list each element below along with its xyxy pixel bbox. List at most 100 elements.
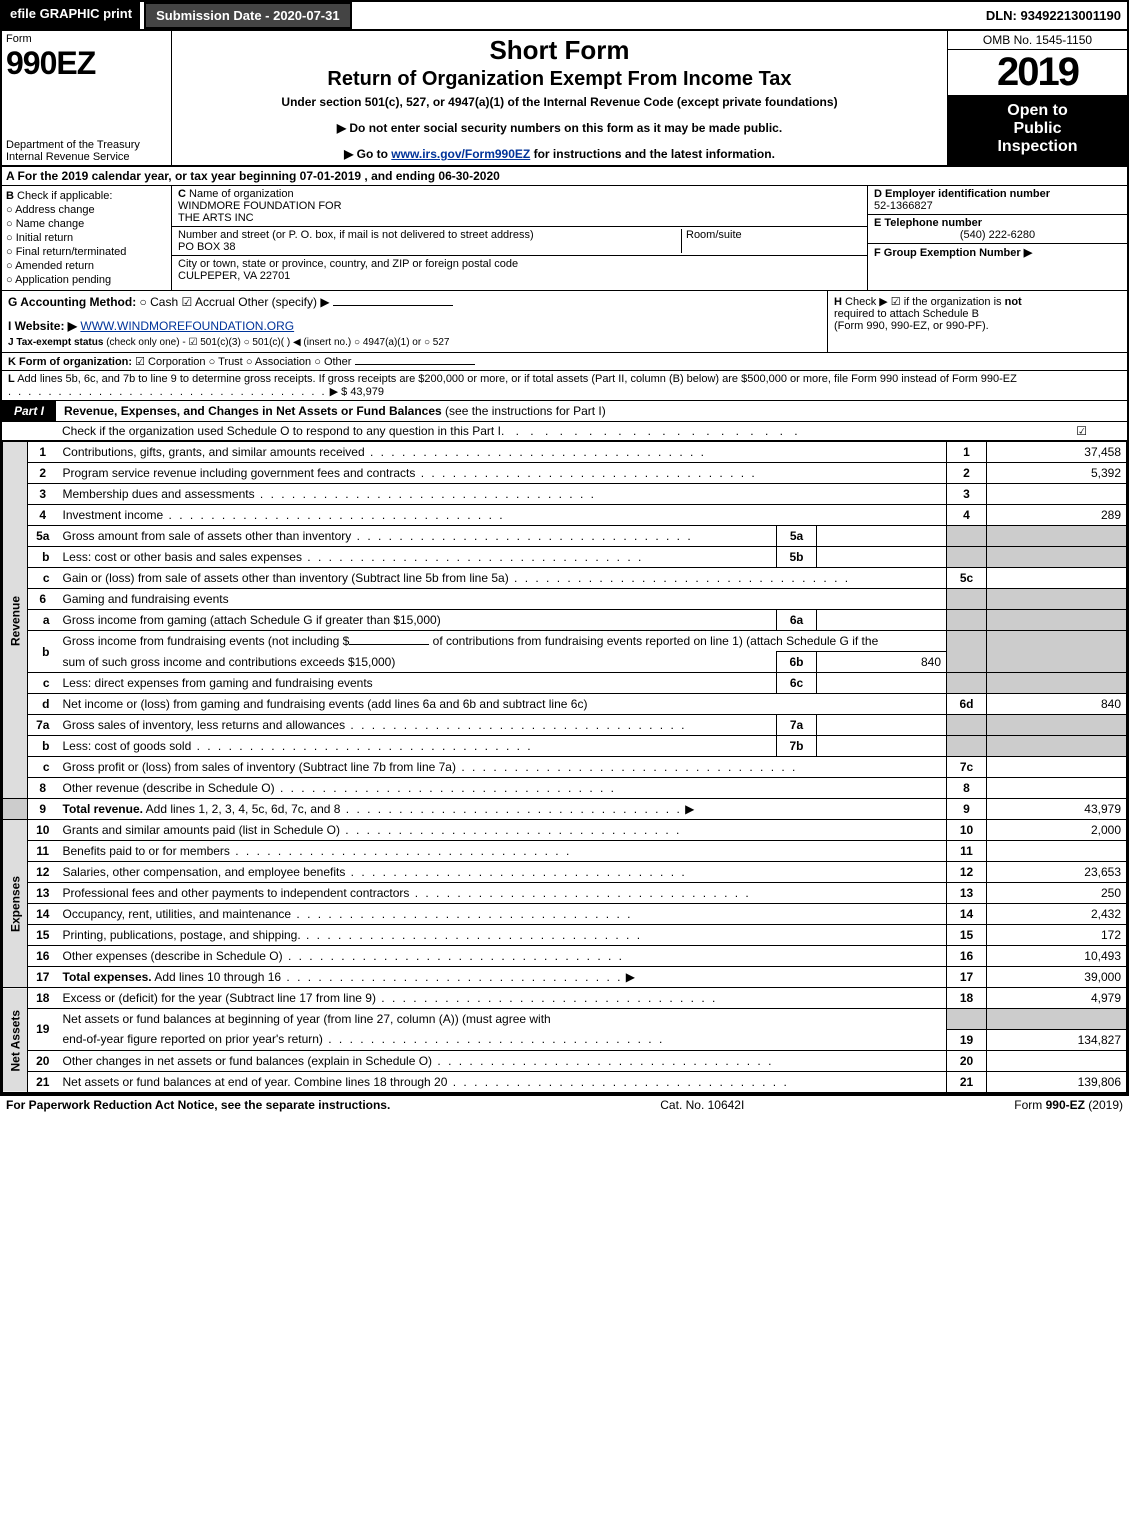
line-desc: Less: direct expenses from gaming and fu… <box>58 673 777 694</box>
submission-date-box: Submission Date - 2020-07-31 <box>144 2 352 29</box>
table-row: end-of-year figure reported on prior yea… <box>3 1029 1127 1050</box>
h-column: H Check ▶ if the organization is not req… <box>827 291 1127 352</box>
line-desc: Investment income <box>58 505 947 526</box>
opt-corporation[interactable]: Corporation <box>135 356 205 368</box>
line-num: 10 <box>28 820 58 841</box>
right-num-shaded <box>947 610 987 631</box>
opt-accrual[interactable]: Accrual <box>182 295 235 309</box>
table-row: Revenue 1 Contributions, gifts, grants, … <box>3 442 1127 463</box>
right-val: 172 <box>987 925 1127 946</box>
right-num: 6d <box>947 694 987 715</box>
efile-print-button[interactable]: efile GRAPHIC print <box>2 2 140 29</box>
right-val-shaded <box>987 610 1127 631</box>
right-num: 20 <box>947 1050 987 1071</box>
line-num: b <box>28 631 58 673</box>
right-num: 3 <box>947 484 987 505</box>
open-line2: Public <box>950 120 1125 138</box>
top-bar: efile GRAPHIC print Submission Date - 20… <box>2 2 1127 31</box>
mid-num: 5b <box>777 547 817 568</box>
goto-instructions: ▶ Go to www.irs.gov/Form990EZ for instru… <box>180 147 939 161</box>
table-row: 4 Investment income 4 289 <box>3 505 1127 526</box>
box-d: D Employer identification number 52-1366… <box>867 186 1127 290</box>
goto-post: for instructions and the latest informat… <box>530 147 775 161</box>
arrow-icon <box>622 970 635 984</box>
dept-treasury: Department of the Treasury Internal Reve… <box>6 139 167 163</box>
right-val <box>987 757 1127 778</box>
j-sub: (check only one) - <box>106 337 185 348</box>
org-name-row: C Name of organization WINDMORE FOUNDATI… <box>172 186 867 227</box>
form-number: 990EZ <box>6 45 167 82</box>
right-val: 10,493 <box>987 946 1127 967</box>
opt-final-return[interactable]: Final return/terminated <box>6 246 167 258</box>
mid-num: 7b <box>777 736 817 757</box>
footer-left: For Paperwork Reduction Act Notice, see … <box>6 1098 390 1112</box>
info-block: B Check if applicable: Address change Na… <box>2 186 1127 291</box>
right-num-shaded <box>947 547 987 568</box>
opt-trust[interactable]: Trust <box>209 356 243 368</box>
part1-checkbox[interactable] <box>1076 424 1087 438</box>
arrow-icon <box>682 802 695 816</box>
opt-4947[interactable]: 4947(a)(1) or <box>354 337 421 348</box>
right-num-shaded <box>947 1009 987 1030</box>
line-num: 7a <box>28 715 58 736</box>
other-specify-blank[interactable] <box>333 305 453 306</box>
right-val <box>987 841 1127 862</box>
opt-association[interactable]: Association <box>246 356 311 368</box>
line-desc: Other changes in net assets or fund bala… <box>58 1050 947 1071</box>
opt-application-pending[interactable]: Application pending <box>6 274 167 286</box>
table-row: a Gross income from gaming (attach Sched… <box>3 610 1127 631</box>
opt-name-change[interactable]: Name change <box>6 218 167 230</box>
opt-other-org[interactable]: Other <box>314 356 351 368</box>
opt-other[interactable]: Other (specify) ▶ <box>238 295 329 309</box>
i-label: I Website: ▶ <box>8 319 77 333</box>
h-text4: (Form 990, 990-EZ, or 990-PF). <box>834 320 989 332</box>
line-num: 3 <box>28 484 58 505</box>
line-desc: Total expenses. Add lines 10 through 16 <box>58 967 947 988</box>
l-dots <box>8 386 327 398</box>
table-row: 12 Salaries, other compensation, and emp… <box>3 862 1127 883</box>
right-num-shaded <box>947 736 987 757</box>
h-not: not <box>1005 296 1022 308</box>
period-begin: 07-01-2019 <box>300 169 361 183</box>
net-assets-side-label: Net Assets <box>3 988 28 1093</box>
period-text-b: , and ending <box>361 169 438 183</box>
right-num: 9 <box>947 799 987 820</box>
opt-501c[interactable]: 501(c)( ) ◀ (insert no.) <box>244 337 352 348</box>
opt-501c3[interactable]: 501(c)(3) <box>188 337 240 348</box>
mid-num: 6c <box>777 673 817 694</box>
ein-value: 52-1366827 <box>874 200 1121 212</box>
gh-row: G Accounting Method: Cash Accrual Other … <box>2 291 1127 353</box>
mid-val <box>817 715 947 736</box>
opt-cash[interactable]: Cash <box>140 295 179 309</box>
org-name-1: WINDMORE FOUNDATION FOR <box>178 200 342 212</box>
irs-link[interactable]: www.irs.gov/Form990EZ <box>391 147 530 161</box>
right-val: 37,458 <box>987 442 1127 463</box>
tax-exempt-row: J Tax-exempt status (check only one) - 5… <box>8 337 821 348</box>
opt-527[interactable]: 527 <box>424 337 450 348</box>
opt-amended-return[interactable]: Amended return <box>6 260 167 272</box>
right-val: 289 <box>987 505 1127 526</box>
table-row: c Gross profit or (loss) from sales of i… <box>3 757 1127 778</box>
h-check-text: Check ▶ <box>845 296 888 308</box>
mid-val <box>817 610 947 631</box>
line-num: 2 <box>28 463 58 484</box>
right-num: 10 <box>947 820 987 841</box>
other-org-blank[interactable] <box>355 364 475 365</box>
right-val: 4,979 <box>987 988 1127 1009</box>
part1-title: Revenue, Expenses, and Changes in Net As… <box>56 404 606 418</box>
mid-num: 6a <box>777 610 817 631</box>
lines-table: Revenue 1 Contributions, gifts, grants, … <box>2 441 1127 1093</box>
footer-row: For Paperwork Reduction Act Notice, see … <box>0 1095 1129 1114</box>
line-desc: Salaries, other compensation, and employ… <box>58 862 947 883</box>
h-text2: if the organization is <box>904 296 1005 308</box>
right-val: 139,806 <box>987 1071 1127 1092</box>
website-link[interactable]: WWW.WINDMOREFOUNDATION.ORG <box>80 319 294 333</box>
line-num: 15 <box>28 925 58 946</box>
line-num: 21 <box>28 1071 58 1092</box>
h-checkbox[interactable] <box>891 296 904 308</box>
f-label: F Group Exemption Number ▶ <box>874 246 1121 259</box>
opt-initial-return[interactable]: Initial return <box>6 232 167 244</box>
blank-contrib[interactable] <box>349 644 429 645</box>
opt-address-change[interactable]: Address change <box>6 204 167 216</box>
expenses-side-label: Expenses <box>3 820 28 988</box>
